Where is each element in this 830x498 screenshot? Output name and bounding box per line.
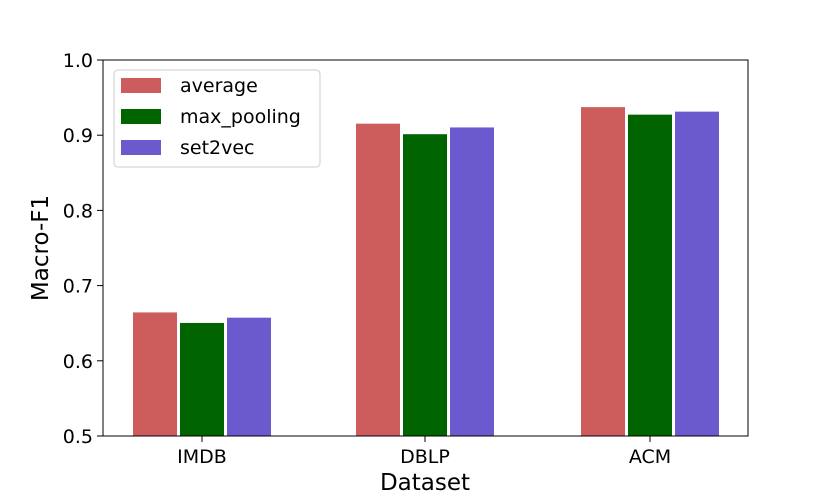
y-tick-label: 0.6 (63, 351, 93, 373)
bar-max_pooling-acm (627, 113, 673, 437)
y-axis: 0.5 0.6 0.7 0.8 0.9 1.0 (63, 50, 103, 448)
bar-average-imdb (132, 311, 178, 437)
bar-set2vec-dblp (449, 126, 495, 437)
bar-average-dblp (355, 122, 401, 437)
y-axis-label: Macro-F1 (28, 195, 54, 301)
x-tick-label: DBLP (400, 446, 450, 468)
y-tick-label: 0.7 (63, 276, 93, 298)
y-tick-label: 1.0 (63, 50, 93, 72)
legend-swatch-max_pooling (121, 109, 161, 124)
legend-frame (113, 69, 321, 168)
y-tick-label: 0.5 (63, 426, 93, 448)
legend-label-average: average (180, 75, 258, 97)
x-axis: IMDB DBLP ACM (177, 436, 671, 468)
bar-set2vec-imdb (226, 316, 272, 437)
legend: average max_pooling set2vec (113, 69, 321, 168)
y-tick-label: 0.8 (63, 200, 93, 222)
bar-max_pooling-dblp (402, 133, 448, 437)
bar-max_pooling-imdb (179, 321, 225, 437)
x-tick-label: IMDB (177, 446, 227, 468)
legend-swatch-set2vec (121, 140, 161, 155)
legend-label-max_pooling: max_pooling (180, 106, 301, 128)
legend-label-set2vec: set2vec (180, 137, 255, 159)
bars-layer (132, 106, 720, 437)
bar-average-acm (580, 106, 626, 437)
x-tick-label: ACM (629, 446, 671, 468)
legend-swatch-average (121, 78, 161, 93)
x-axis-label: Dataset (380, 470, 470, 496)
y-tick-label: 0.9 (63, 125, 93, 147)
bar-set2vec-acm (674, 110, 720, 437)
